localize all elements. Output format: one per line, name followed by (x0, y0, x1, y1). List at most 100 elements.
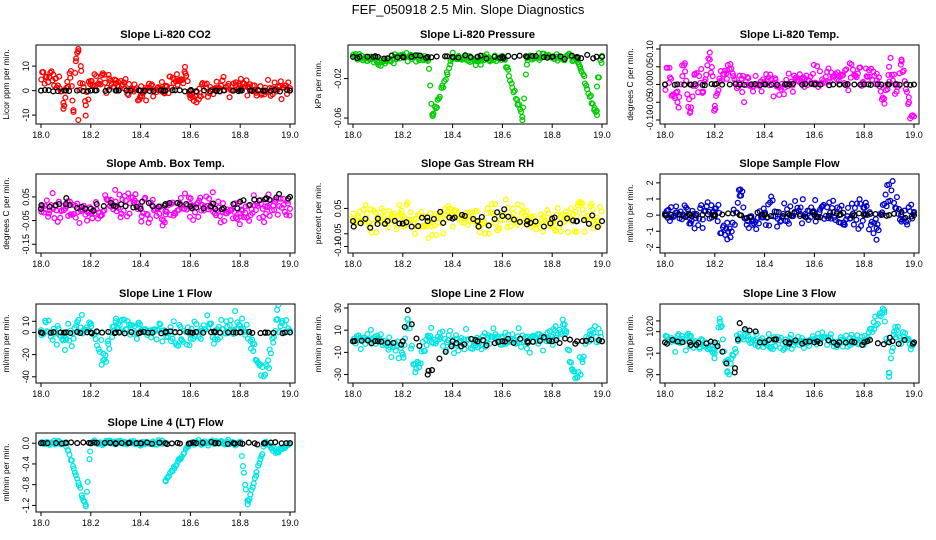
data-point (82, 102, 89, 109)
data-point (249, 340, 256, 347)
data-point (93, 87, 100, 94)
data-point (37, 440, 45, 447)
data-point (796, 71, 803, 78)
x-tick-label: 18.8 (543, 130, 561, 140)
data-point (900, 67, 907, 74)
data-point (87, 448, 94, 455)
data-point (446, 327, 454, 334)
data-point (704, 199, 711, 206)
data-point (774, 81, 781, 88)
data-point (374, 59, 381, 66)
data-point (148, 81, 155, 88)
data-point (62, 440, 69, 447)
data-point (178, 337, 185, 344)
data-point (384, 339, 391, 346)
data-point (686, 212, 693, 219)
data-point (219, 200, 226, 207)
data-point (847, 215, 854, 222)
data-point (762, 221, 769, 229)
data-point (496, 225, 503, 232)
data-point (428, 324, 435, 331)
data-point (696, 345, 703, 352)
data-point (750, 336, 758, 343)
data-point (684, 91, 691, 98)
data-point (861, 339, 868, 346)
data-point (274, 316, 281, 323)
data-point (40, 439, 47, 447)
data-point (887, 54, 894, 61)
data-point (452, 332, 460, 339)
y-tick-label: -30 (645, 368, 655, 381)
data-point (148, 440, 156, 447)
y-tick-label: 0.05 (21, 188, 31, 206)
data-point (593, 112, 601, 119)
data-point (740, 204, 747, 211)
x-tick-label: 18.8 (543, 259, 561, 269)
data-point (37, 87, 45, 94)
data-point (811, 212, 818, 219)
data-point (898, 340, 905, 347)
points-temp (661, 49, 918, 122)
data-point (564, 215, 571, 222)
y-axis-label-line1: ml/min per min. (1, 314, 11, 372)
data-point (403, 219, 410, 226)
data-point (271, 206, 278, 213)
x-tick-label: 18.2 (394, 259, 412, 269)
data-point (734, 336, 742, 343)
y-tick-label: 10 (645, 327, 655, 337)
data-point (736, 212, 743, 219)
data-point (159, 338, 166, 345)
points-pressure (349, 49, 606, 123)
data-point (559, 316, 566, 323)
data-point (112, 203, 119, 210)
data-point (253, 469, 260, 476)
data-point (190, 216, 197, 224)
data-point (72, 58, 79, 65)
data-point (442, 53, 449, 60)
data-point (400, 354, 407, 361)
data-point (685, 103, 692, 110)
data-point (112, 80, 119, 87)
data-point (374, 218, 381, 225)
data-point (38, 76, 45, 83)
data-point (169, 87, 176, 94)
data-point (74, 440, 81, 447)
data-point (392, 347, 399, 354)
data-point (168, 440, 175, 447)
data-point (787, 331, 795, 338)
data-point (586, 331, 593, 338)
data-point (853, 200, 861, 207)
data-point (857, 81, 864, 88)
data-point (826, 82, 833, 89)
data-point (714, 339, 721, 346)
data-point (881, 307, 888, 314)
data-point (121, 316, 128, 323)
data-point (61, 102, 68, 109)
data-point (561, 321, 568, 328)
data-point (865, 226, 873, 233)
data-point (440, 230, 447, 237)
data-point (495, 338, 502, 345)
data-point (261, 219, 268, 226)
y-axis-label-pressure: kPa per min. (313, 61, 323, 109)
y-tick-label: 0.10 (645, 40, 655, 58)
data-point (574, 338, 581, 345)
data-point (711, 81, 718, 88)
data-point (193, 440, 200, 447)
data-point (107, 196, 114, 203)
data-point (678, 332, 685, 339)
data-point (584, 51, 591, 58)
data-point (552, 323, 559, 330)
x-tick-label: 18.2 (394, 389, 412, 399)
data-point (44, 440, 51, 447)
data-point (100, 357, 107, 364)
data-point (49, 190, 56, 197)
data-point (474, 53, 481, 60)
data-point (396, 201, 403, 208)
data-point (364, 53, 371, 60)
x-tick-label: 19.0 (593, 259, 611, 269)
data-point (748, 81, 755, 88)
data-point (766, 222, 773, 229)
data-point (484, 205, 491, 212)
data-point (523, 208, 530, 215)
